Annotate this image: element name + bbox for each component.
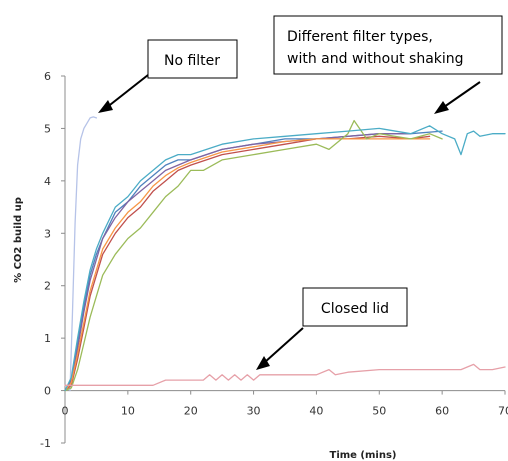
- callout-filter-types: Different filter types, with and without…: [273, 15, 503, 114]
- x-tick-label: 40: [309, 405, 323, 418]
- series-line-5: [64, 138, 431, 392]
- x-tick-label: 50: [372, 405, 386, 418]
- x-tick-label: 20: [184, 405, 198, 418]
- x-axis-title: Time (mins): [330, 450, 397, 461]
- callout-no-filter: No filter: [98, 39, 238, 113]
- y-tick-label: 0: [44, 385, 51, 398]
- callout-filter-types-line-1: Different filter types,: [287, 29, 433, 45]
- x-tick-label: 0: [62, 405, 69, 418]
- callout-no-filter-box: [147, 39, 238, 79]
- tick-labels: -10123456010203040506070: [40, 70, 508, 450]
- x-tick-label: 60: [435, 405, 449, 418]
- callout-closed-lid-arrowhead: [256, 356, 270, 370]
- series-line-3: [64, 133, 412, 392]
- callout-closed-lid: Closed lid: [256, 287, 408, 370]
- axes: [61, 75, 506, 444]
- callout-no-filter-arrow: [105, 74, 149, 109]
- series-line-1: [69, 116, 98, 392]
- series-layer: [64, 116, 506, 392]
- y-tick-label: 6: [44, 70, 51, 83]
- y-tick-label: 1: [44, 332, 51, 345]
- series-line-2: [64, 130, 443, 392]
- x-tick-label: 70: [498, 405, 508, 418]
- callout-no-filter-arrowhead: [98, 100, 113, 113]
- y-tick-label: 4: [44, 175, 51, 188]
- callout-closed-lid-text: Closed lid: [321, 301, 389, 317]
- callout-no-filter-text: No filter: [164, 53, 220, 69]
- y-tick-label: -1: [40, 437, 51, 450]
- y-tick-label: 2: [44, 280, 51, 293]
- x-tick-label: 10: [121, 405, 135, 418]
- callout-closed-lid-box: [302, 287, 408, 327]
- y-tick-label: 5: [44, 122, 51, 135]
- callout-filter-types-box: [273, 15, 503, 75]
- x-tick-label: 30: [247, 405, 261, 418]
- callout-closed-lid-arrow: [264, 327, 304, 363]
- series-line-4: [64, 135, 431, 392]
- y-tick-label: 3: [44, 227, 51, 240]
- callout-filter-types-arrow: [443, 81, 481, 108]
- y-axis-title: % CO2 build up: [13, 197, 24, 283]
- callout-filter-types-arrowhead: [434, 101, 449, 114]
- series-line-6: [64, 119, 443, 392]
- series-line-7: [64, 125, 506, 392]
- callout-filter-types-line-2: with and without shaking: [287, 51, 464, 67]
- series-line-8: [64, 363, 506, 386]
